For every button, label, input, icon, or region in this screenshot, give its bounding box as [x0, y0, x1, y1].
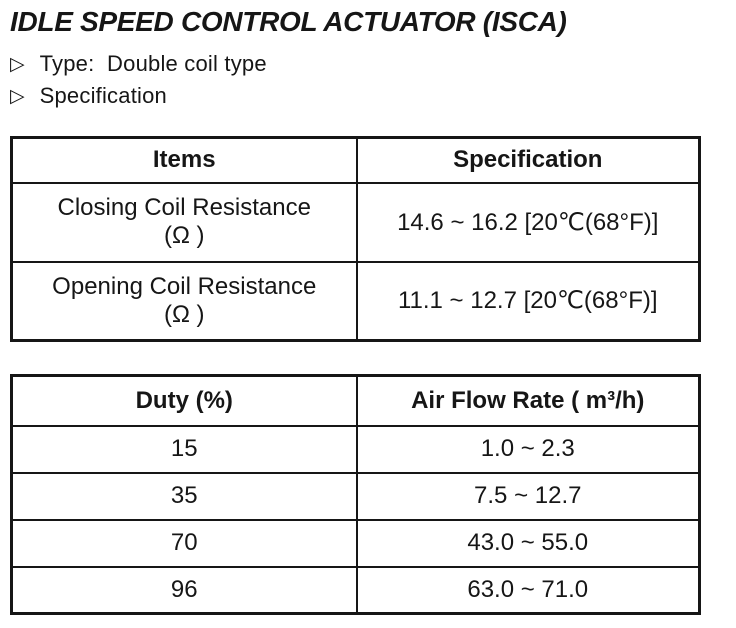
- duty-table-header-duty: Duty (%): [10, 374, 358, 427]
- table-row: 35 7.5 ~ 12.7: [10, 471, 701, 521]
- duty-value: 15: [10, 424, 358, 474]
- bullet-specification-text: Specification: [39, 83, 167, 108]
- spec-item-unit: (Ω ): [163, 222, 205, 249]
- bullet-item-type: ▷ Type: Double coil type: [10, 51, 267, 79]
- table-row: Opening Coil Resistance (Ω ) 11.1 ~ 12.7…: [10, 260, 701, 342]
- page-title: IDLE SPEED CONTROL ACTUATOR (ISCA): [10, 6, 567, 37]
- spec-item-closing-coil: Closing Coil Resistance (Ω ): [10, 181, 358, 263]
- spec-item-unit: (Ω ): [163, 300, 205, 328]
- spec-item-opening-coil: Opening Coil Resistance (Ω ): [10, 260, 358, 342]
- airflow-value: 43.0 ~ 55.0: [355, 518, 701, 568]
- duty-value: 35: [10, 471, 358, 521]
- duty-table: Duty (%) Air Flow Rate ( m³/h) 15 1.0 ~ …: [10, 374, 701, 615]
- duty-table-header-airflow: Air Flow Rate ( m³/h): [355, 374, 701, 427]
- spec-table: Items Specification Closing Coil Resista…: [10, 136, 701, 342]
- airflow-value: 63.0 ~ 71.0: [355, 565, 701, 615]
- table-row: 70 43.0 ~ 55.0: [10, 518, 701, 568]
- spec-table-header-row: Items Specification: [10, 136, 701, 184]
- spec-table-header-specification: Specification: [355, 136, 701, 184]
- spec-table-header-items: Items: [10, 136, 358, 184]
- table-row: 15 1.0 ~ 2.3: [10, 424, 701, 474]
- spec-item-name: Opening Coil Resistance: [52, 272, 317, 300]
- spec-value-closing-coil: 14.6 ~ 16.2 [20℃(68°F)]: [355, 181, 701, 263]
- duty-value: 96: [10, 565, 358, 615]
- duty-value: 70: [10, 518, 358, 568]
- triangle-bullet-icon: ▷: [10, 54, 25, 75]
- spec-item-name: Closing Coil Resistance: [57, 194, 311, 221]
- spec-value-opening-coil: 11.1 ~ 12.7 [20℃(68°F)]: [355, 260, 701, 342]
- airflow-value: 7.5 ~ 12.7: [355, 471, 701, 521]
- bullet-item-specification: ▷ Specification: [10, 83, 167, 111]
- duty-table-header-row: Duty (%) Air Flow Rate ( m³/h): [10, 374, 701, 427]
- triangle-bullet-icon: ▷: [10, 86, 25, 107]
- airflow-value: 1.0 ~ 2.3: [355, 424, 701, 474]
- table-row: Closing Coil Resistance (Ω ) 14.6 ~ 16.2…: [10, 181, 701, 263]
- table-row: 96 63.0 ~ 71.0: [10, 565, 701, 615]
- bullet-type-text: Type: Double coil type: [39, 51, 267, 76]
